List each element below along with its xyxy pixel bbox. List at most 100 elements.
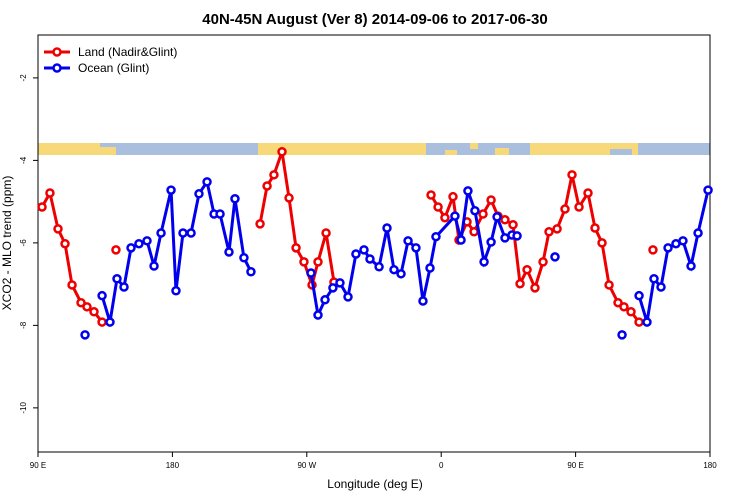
x-tick-label: 90 E: [30, 461, 46, 470]
data-point: [649, 274, 659, 284]
data-point: [574, 202, 584, 212]
data-point: [431, 231, 441, 242]
land-strip: [495, 148, 509, 155]
data-point: [202, 177, 212, 187]
data-point: [440, 212, 450, 223]
y-tick-label: -10: [19, 402, 28, 414]
data-point: [648, 245, 658, 255]
data-point: [351, 249, 361, 259]
data-point: [126, 243, 136, 253]
data-point: [230, 193, 240, 204]
data-point: [693, 228, 703, 238]
data-point: [552, 224, 562, 234]
x-tick-label: 180: [703, 461, 717, 470]
series-line: [429, 174, 641, 323]
series-line: [309, 190, 518, 321]
data-point: [246, 267, 256, 277]
data-point: [515, 278, 525, 289]
data-point: [82, 302, 92, 312]
ocean-strip: [610, 149, 632, 155]
data-point: [97, 317, 107, 327]
data-point: [335, 278, 345, 288]
data-point: [613, 297, 623, 308]
legend-marker: [52, 47, 62, 57]
data-point: [239, 252, 249, 263]
x-tick-label: 0: [439, 461, 444, 470]
land-strip: [445, 150, 457, 155]
data-point: [80, 330, 90, 340]
data-point: [156, 228, 166, 238]
data-point: [374, 262, 384, 272]
x-tick-label: 90 E: [567, 461, 583, 470]
data-point: [171, 285, 181, 296]
data-point: [321, 228, 331, 238]
data-point: [343, 292, 353, 302]
data-point: [359, 245, 369, 255]
data-point: [634, 290, 644, 301]
data-point: [67, 280, 77, 290]
data-point: [456, 235, 466, 245]
data-point: [142, 236, 152, 246]
data-point: [522, 264, 532, 275]
data-point: [313, 257, 323, 267]
data-point: [626, 307, 636, 317]
data-point: [76, 297, 86, 308]
data-point: [426, 190, 436, 200]
data-point: [450, 211, 460, 221]
data-point: [560, 204, 570, 214]
data-point: [396, 269, 406, 279]
data-point: [703, 185, 713, 195]
data-point: [530, 283, 540, 293]
data-point: [634, 317, 644, 327]
series-line: [637, 189, 710, 323]
data-point: [425, 263, 435, 273]
y-tick-label: -6: [19, 239, 28, 247]
data-point: [411, 243, 421, 253]
data-point: [277, 146, 287, 157]
data-point: [365, 254, 375, 264]
data-point: [508, 219, 518, 230]
data-point: [500, 215, 510, 225]
data-point: [112, 274, 122, 284]
data-point: [215, 209, 225, 219]
data-point: [486, 237, 496, 247]
ocean-strip: [100, 143, 116, 147]
x-tick-label: 90 W: [297, 461, 316, 470]
data-point: [597, 238, 607, 248]
data-point: [111, 245, 121, 255]
data-point: [663, 243, 673, 253]
data-point: [389, 264, 399, 275]
y-tick-label: -4: [19, 156, 28, 164]
data-point: [512, 231, 522, 241]
data-point: [186, 228, 196, 238]
data-point: [306, 268, 316, 278]
data-point: [538, 257, 548, 267]
x-axis-title: Longitude (deg E): [327, 477, 422, 491]
data-point: [642, 317, 652, 327]
data-point: [178, 228, 188, 238]
data-point: [619, 302, 629, 312]
y-tick-label: -2: [19, 74, 28, 82]
data-point: [262, 181, 272, 191]
land-strip: [38, 143, 116, 155]
data-point: [224, 247, 234, 257]
data-point: [433, 202, 443, 212]
legend-label: Ocean (Glint): [78, 61, 149, 75]
data-point: [567, 170, 577, 180]
data-point: [590, 223, 600, 233]
data-point: [149, 261, 159, 271]
data-point: [269, 170, 279, 180]
data-point: [313, 310, 323, 320]
data-point: [656, 282, 666, 292]
data-point: [119, 282, 129, 292]
data-point: [617, 330, 627, 340]
series-line: [40, 188, 104, 323]
data-point: [463, 186, 473, 196]
data-point: [299, 257, 309, 267]
data-point: [403, 236, 413, 246]
data-point: [448, 191, 458, 202]
x-tick-label: 180: [166, 461, 180, 470]
data-point: [479, 257, 489, 267]
data-point: [418, 296, 428, 306]
